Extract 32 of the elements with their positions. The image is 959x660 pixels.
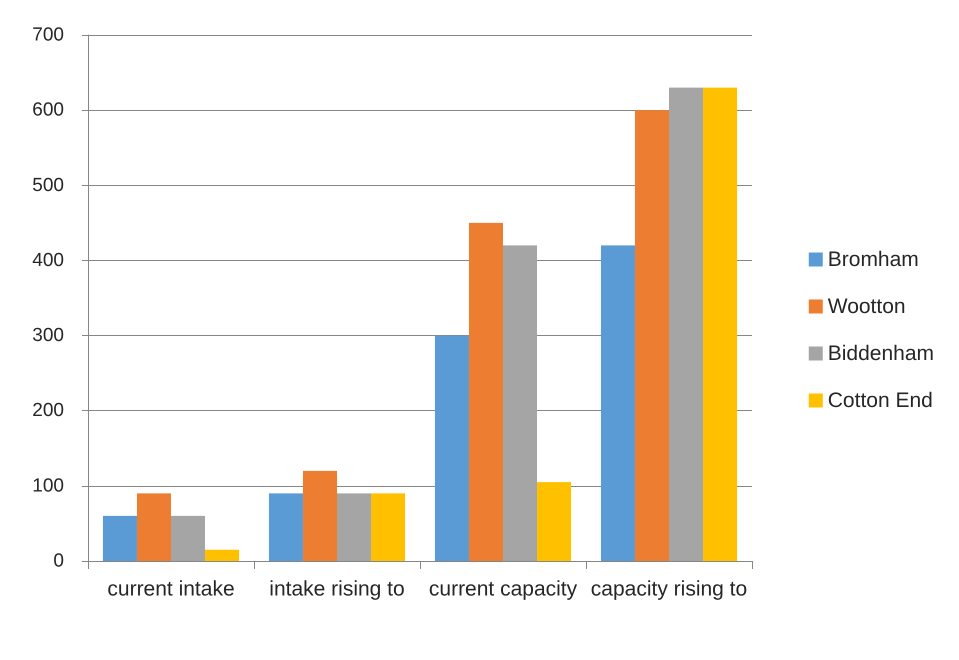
bar	[268, 493, 303, 561]
y-tick-label: 500	[32, 174, 64, 196]
bar	[371, 493, 406, 561]
bar	[703, 88, 738, 561]
bar	[171, 516, 206, 561]
y-tick-label: 0	[53, 550, 64, 572]
legend-label: Cotton End	[828, 389, 933, 412]
bar	[600, 245, 635, 561]
y-tick-label: 100	[32, 475, 64, 496]
x-tick-label: intake rising to	[269, 578, 405, 600]
bar	[468, 222, 503, 561]
x-tick-label: capacity rising to	[590, 578, 748, 600]
y-tick-label: 400	[32, 250, 64, 271]
x-tick-label: current capacity	[428, 578, 578, 600]
legend-label: Wootton	[828, 295, 906, 318]
legend-label: Biddenham	[828, 342, 934, 365]
legend-label: Bromham	[828, 248, 919, 271]
bar	[302, 470, 337, 561]
y-tick-label: 300	[32, 325, 64, 346]
y-tick-label: 700	[32, 24, 64, 46]
y-tick-label: 600	[32, 100, 64, 121]
bar	[102, 516, 137, 561]
bar	[634, 110, 669, 561]
x-tick-label: current intake	[107, 578, 235, 600]
bar	[337, 493, 372, 561]
bar	[669, 88, 704, 561]
y-tick-label: 200	[32, 400, 64, 422]
bar	[434, 336, 469, 561]
bar	[503, 245, 538, 561]
bar	[205, 550, 240, 561]
bar	[136, 493, 171, 561]
bar	[537, 482, 572, 561]
